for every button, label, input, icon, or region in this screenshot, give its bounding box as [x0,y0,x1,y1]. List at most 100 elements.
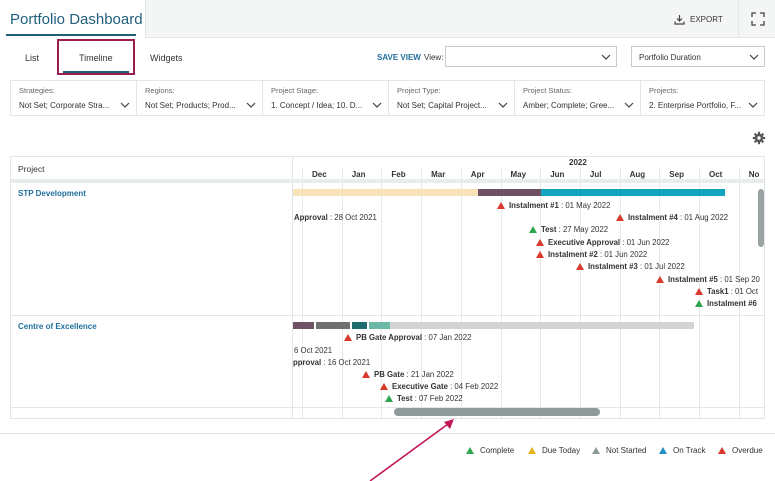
complete-triangle-icon [466,447,474,454]
legend-complete: Complete [466,446,514,455]
duration-select-value: Portfolio Duration [639,53,701,62]
month-label: Feb [391,170,406,179]
filters-bar: Strategies: Not Set; Corporate Stra... R… [10,80,765,116]
stp-bar-phase-3[interactable] [541,189,725,196]
filter-value: Not Set; Capital Project... [397,101,487,110]
title-underline [6,34,136,36]
export-label: EXPORT [690,14,723,24]
stp-bar-phase-1[interactable] [293,189,478,196]
export-button[interactable]: EXPORT [674,8,732,30]
timeline-gantt: 2022 Dec Jan Feb Mar Apr May Jun Jul Aug Sep Oct No… [10,156,765,419]
stp-bar-phase-2[interactable] [478,189,541,196]
page-title: Portfolio Dashboard [10,11,143,28]
overdue-triangle-icon [380,383,388,390]
milestone[interactable]: Test : 27 May 2022 [529,224,608,235]
on-track-triangle-icon [659,447,667,454]
filter-value: 2. Enterprise Portfolio, F... [649,101,742,110]
year-label: 2022 [569,158,587,167]
milestone[interactable]: 6 Oct 2021 [294,346,333,355]
milestone[interactable]: PB Gate : 21 Jan 2022 [362,369,454,380]
chevron-down-icon [372,102,382,108]
export-icon [674,14,685,25]
tab-list[interactable]: List [25,53,40,63]
milestone[interactable]: Instalment #4 : 01 Aug 2022 [616,212,728,223]
chevron-down-icon [120,102,130,108]
filter-value: Not Set; Corporate Stra... [19,101,110,110]
project-column-header: Project [18,164,45,174]
overdue-triangle-icon [576,263,584,270]
filter-value: Not Set; Products; Prod... [145,101,236,110]
filter-regions[interactable]: Regions: Not Set; Products; Prod... [137,81,263,115]
save-view-button[interactable]: SAVE VIEW [377,53,421,62]
header-bar: Portfolio Dashboard EXPORT [0,0,775,38]
legend-overdue: Overdue [718,446,763,455]
overdue-triangle-icon [536,239,544,246]
month-grid-line [619,167,621,418]
legend-due-today: Due Today [528,446,580,455]
chevron-down-icon [601,54,611,60]
month-grid-line [500,167,502,418]
milestone[interactable]: Instalment #5 : 01 Sep 20 [656,274,760,285]
overdue-triangle-icon [497,202,505,209]
milestone[interactable]: Task1 : 01 Oct [695,286,758,297]
due-today-triangle-icon [528,447,536,454]
month-grid-line [421,167,423,418]
duration-select[interactable]: Portfolio Duration [631,46,765,67]
milestone[interactable]: Instalment #6 [695,298,757,309]
milestone[interactable]: pproval : 16 Oct 2021 [293,358,371,367]
chevron-down-icon [246,102,256,108]
overdue-triangle-icon [536,251,544,258]
milestone[interactable]: Instalment #2 : 01 Jun 2022 [536,249,647,260]
month-label: Dec [312,170,327,179]
view-label: View: [424,53,444,62]
month-grid-line [738,167,740,418]
milestone[interactable]: Test : 07 Feb 2022 [385,393,463,404]
coe-bar-phase-5[interactable] [390,322,694,329]
timeline-header-divider [293,179,764,183]
gear-icon[interactable] [752,131,766,145]
filter-label: Project Status: [523,86,572,95]
milestone[interactable]: Instalment #1 : 01 May 2022 [497,200,610,211]
month-label: Jan [351,170,366,179]
coe-bar-phase-1[interactable] [293,322,314,329]
month-label: Sep [669,170,684,179]
milestone[interactable]: Executive Approval : 01 Jun 2022 [536,237,670,248]
filter-project-status[interactable]: Project Status: Amber; Complete; Gree... [515,81,641,115]
row-divider [11,407,764,408]
project-name-centre-of-excellence[interactable]: Centre of Excellence [18,322,97,331]
coe-bar-phase-2[interactable] [316,322,350,329]
tab-timeline-highlight [57,39,135,75]
month-label: Aug [629,170,646,179]
filter-project-type[interactable]: Project Type: Not Set; Capital Project..… [389,81,515,115]
filter-label: Project Type: [397,86,441,95]
vertical-scrollbar[interactable] [758,189,764,247]
milestone[interactable]: Executive Gate : 04 Feb 2022 [380,381,498,392]
chevron-down-icon [498,102,508,108]
tab-widgets[interactable]: Widgets [150,53,183,63]
month-grid-line [579,167,581,418]
chevron-down-icon [749,54,759,60]
month-label: Jul [589,170,602,179]
timeline-area: 2022 Dec Jan Feb Mar Apr May Jun Jul Aug Sep Oct No… [293,157,764,418]
filter-projects[interactable]: Projects: 2. Enterprise Portfolio, F... [641,81,764,115]
horizontal-scrollbar[interactable] [394,408,600,416]
fullscreen-icon[interactable] [751,12,765,26]
filter-strategies[interactable]: Strategies: Not Set; Corporate Stra... [11,81,137,115]
view-select[interactable] [445,46,617,67]
month-grid-line [381,167,383,418]
month-grid-line [341,167,343,418]
chevron-down-icon [624,102,634,108]
month-label: Apr [470,170,485,179]
month-grid-line [460,167,462,418]
filter-project-stage[interactable]: Project Stage: 1. Concept / Idea; 10. D.… [263,81,389,115]
milestone[interactable]: PB Gate Approval : 07 Jan 2022 [344,332,471,343]
complete-triangle-icon [385,395,393,402]
tab-timeline[interactable]: Timeline [79,53,113,63]
project-name-stp-development[interactable]: STP Development [18,189,86,198]
milestone[interactable]: Instalment #3 : 01 Jul 2022 [576,261,685,272]
month-grid-line [659,167,661,418]
coe-bar-phase-3[interactable] [352,322,367,329]
milestone[interactable]: Approval : 28 Oct 2021 [294,213,377,222]
coe-bar-phase-4[interactable] [369,322,390,329]
